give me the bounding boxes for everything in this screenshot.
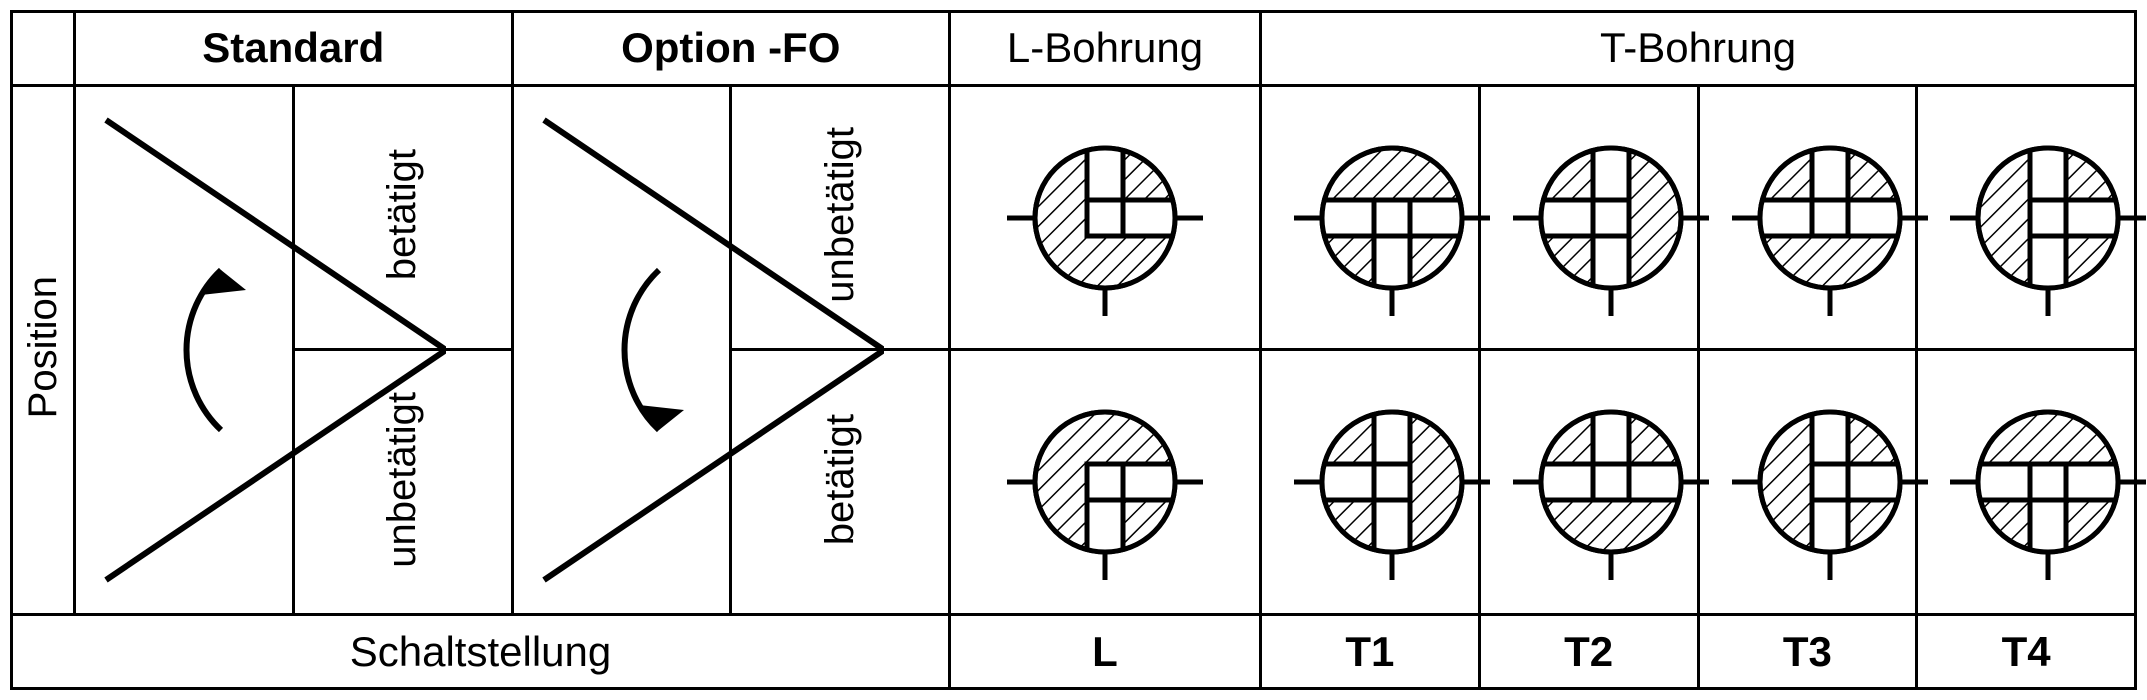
valve-r2-T1 [1261,350,1480,615]
footer-T3: T3 [1698,615,1917,689]
position-label: Position [21,276,66,418]
valve-r1-T1 [1261,85,1480,350]
std-bot-label: unbetätigt [380,392,425,568]
footer-L: L [950,615,1261,689]
valve-r2-T3 [1698,350,1917,615]
header-blank [12,12,75,86]
footer-T1: T1 [1261,615,1480,689]
valve-r1-T3 [1698,85,1917,350]
header-option: Option -FO [512,12,950,86]
header-tbohrung: T-Bohrung [1261,12,2136,86]
footer-schaltstellung: Schaltstellung [12,615,950,689]
valve-r1-T4 [1917,85,2136,350]
option-lever-cell [512,85,731,615]
valve-r1-L [950,85,1261,350]
opt-bot-label: betätigt [818,414,863,545]
opt-top-label: unbetätigt [818,127,863,303]
valve-r2-T2 [1479,350,1698,615]
footer-T4: T4 [1917,615,2136,689]
header-lbohrung: L-Bohrung [950,12,1261,86]
position-label-cell: Position [12,85,75,615]
valve-r2-L [950,350,1261,615]
footer-T2: T2 [1479,615,1698,689]
standard-lever-cell [75,85,294,615]
valve-table: Standard Option -FO L-Bohrung T-Bohrung … [10,10,2137,690]
header-standard: Standard [75,12,513,86]
valve-r2-T4 [1917,350,2136,615]
std-top-label: betätigt [380,149,425,280]
valve-r1-T2 [1479,85,1698,350]
